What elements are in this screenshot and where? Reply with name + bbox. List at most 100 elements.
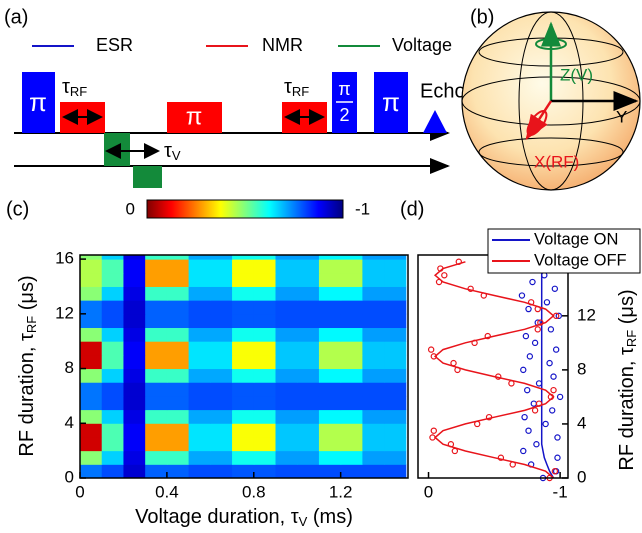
y-tick-label: 4: [65, 413, 74, 432]
heat-cell: [319, 410, 341, 424]
heat-cell: [297, 286, 319, 300]
data-point: [535, 327, 540, 332]
heat-cell: [145, 259, 167, 273]
heat-cell: [319, 382, 341, 396]
heat-cell: [232, 300, 254, 314]
data-point: [548, 327, 553, 332]
heat-cell: [362, 451, 384, 465]
heat-cell: [362, 369, 384, 383]
heat-cell: [362, 259, 384, 273]
echo-signal: [423, 110, 447, 133]
heat-cell: [254, 423, 276, 437]
heat-cell: [254, 396, 276, 410]
heat-cell: [275, 464, 297, 478]
heat-cell: [319, 341, 341, 355]
heat-cell: [384, 437, 406, 451]
heat-cell: [319, 396, 341, 410]
heat-cell: [319, 355, 341, 369]
heat-cell: [210, 464, 232, 478]
data-point: [551, 388, 556, 393]
heat-cell: [189, 382, 211, 396]
heat-cell: [123, 382, 145, 396]
heat-cell: [145, 437, 167, 451]
heat-cell: [102, 328, 124, 342]
data-point: [526, 306, 531, 311]
heat-cell: [167, 355, 189, 369]
subscript: V: [299, 514, 308, 529]
heat-cell: [80, 423, 102, 437]
heat-cell: [275, 437, 297, 451]
heat-cell: [254, 245, 276, 259]
tau-label: τRF: [284, 76, 309, 99]
heat-cell: [210, 286, 232, 300]
heat-cell: [102, 451, 124, 465]
heat-cell: [80, 451, 102, 465]
heat-cell: [254, 300, 276, 314]
y-axis-title: RF duration, τRF (μs): [16, 275, 39, 456]
heat-cell: [189, 273, 211, 287]
heat-cell: [167, 328, 189, 342]
heat-cell: [297, 314, 319, 328]
data-point: [519, 293, 524, 298]
heat-cell: [341, 369, 363, 383]
legend-text: ESR: [96, 35, 133, 55]
heat-cell: [80, 314, 102, 328]
heat-cell: [362, 437, 384, 451]
heat-cell: [232, 410, 254, 424]
heat-cell: [297, 355, 319, 369]
heat-cell: [145, 300, 167, 314]
heat-cell: [167, 382, 189, 396]
y-tick-label: 0: [577, 467, 586, 486]
heat-cell: [210, 328, 232, 342]
data-point: [531, 401, 536, 406]
heat-cell: [123, 355, 145, 369]
heat-cell: [275, 451, 297, 465]
heat-cell: [275, 355, 297, 369]
heat-cell: [297, 259, 319, 273]
heat-cell: [145, 314, 167, 328]
data-point: [533, 340, 538, 345]
heat-cell: [384, 259, 406, 273]
legend-text: Voltage: [392, 35, 452, 55]
heat-cell: [297, 464, 319, 478]
heat-cell: [123, 423, 145, 437]
heat-cell: [341, 259, 363, 273]
heat-cell: [362, 355, 384, 369]
heat-cell: [297, 341, 319, 355]
heat-cell: [189, 369, 211, 383]
heat-cell: [210, 259, 232, 273]
heat-cell: [362, 464, 384, 478]
voltage-pulse: [133, 166, 162, 188]
data-point: [543, 421, 548, 426]
heat-cell: [275, 396, 297, 410]
heat-cell: [232, 396, 254, 410]
heat-cell: [254, 464, 276, 478]
heat-cell: [145, 245, 167, 259]
bloch-sphere: Z(V) Y X(RF): [462, 12, 640, 190]
legend-text: Voltage OFF: [534, 251, 627, 269]
axis-label: Z(V): [560, 65, 593, 84]
data-point: [555, 435, 560, 440]
heat-cell: [80, 382, 102, 396]
heat-cell: [123, 410, 145, 424]
heat-cell: [297, 396, 319, 410]
heat-cell: [254, 451, 276, 465]
axis-title-text: RF duration, τ: [16, 333, 38, 457]
heat-cell: [145, 286, 167, 300]
heat-cell: [80, 396, 102, 410]
heat-cell: [167, 259, 189, 273]
heat-cell: [145, 328, 167, 342]
heat-cell: [341, 437, 363, 451]
heat-cell: [254, 437, 276, 451]
colorbar: [147, 200, 343, 218]
heat-cell: [210, 369, 232, 383]
heat-cell: [319, 245, 341, 259]
heat-cell: [145, 273, 167, 287]
heat-cell: [341, 451, 363, 465]
y-tick-label: 8: [65, 358, 74, 377]
heat-cell: [275, 423, 297, 437]
heat-cell: [102, 259, 124, 273]
heat-cell: [210, 314, 232, 328]
heat-cell: [362, 300, 384, 314]
heat-cell: [275, 341, 297, 355]
